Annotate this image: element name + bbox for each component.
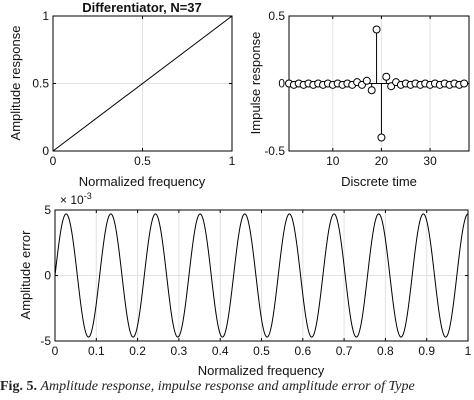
y-tick-label: 0.5 (268, 9, 285, 23)
data-series (52, 15, 233, 152)
series-line (54, 213, 469, 338)
x-tick-label: 10 (326, 154, 340, 168)
x-tick-label: 0.6 (294, 344, 311, 358)
impulse-response-panel: 10 20 30 -0.5 0 0.5 Discrete time Impulse res… (248, 9, 470, 189)
x-tick-label: 30 (423, 154, 437, 168)
y-tick-label: 0 (44, 269, 51, 283)
x-tick-label: 0.5 (134, 154, 151, 168)
y-axis-multiplier: × 10-3 (60, 191, 92, 207)
x-tick-label: 1 (465, 344, 472, 358)
data-series (54, 213, 469, 338)
y-tick-label: 0 (278, 77, 285, 91)
chart-title: Differentiator, N=37 (82, 0, 202, 15)
caption-prefix: Fig. 5. (0, 379, 37, 394)
y-tick-label: 1 (42, 9, 49, 23)
y-tick-label: -5 (40, 334, 51, 348)
x-tick-label: 0.7 (336, 344, 353, 358)
stem-marker (460, 79, 469, 88)
x-tick-label: 0.8 (377, 344, 394, 358)
x-tick-label: 0.3 (171, 344, 188, 358)
x-tick-label: 0.4 (212, 344, 229, 358)
y-tick-label: 0.5 (32, 77, 49, 91)
amplitude-error-panel: 0 0.1 0.2 0.3 0.4 0.5 0.6 0.7 0.8 0.9 1-505 Normal… (18, 191, 472, 378)
x-tick-label: 0.1 (88, 344, 105, 358)
x-tick-label: 0 (50, 154, 57, 168)
x-tick-label: 1 (229, 154, 236, 168)
y-axis-label: Amplitude response (8, 26, 23, 141)
ticks: 0 0.5 1 0 0.5 1 (32, 9, 235, 168)
ticks: 0 0.1 0.2 0.3 0.4 0.5 0.6 0.7 0.8 0.9 1-505 (40, 203, 471, 358)
stem-marker (382, 72, 391, 81)
x-axis-label: Normalized frequency (198, 363, 325, 378)
y-tick-label: 0 (42, 144, 49, 158)
y-tick-label: -0.5 (264, 144, 285, 158)
stem-marker (362, 76, 371, 85)
amplitude-response-panel: 0 0.5 1 0 0.5 1 Differentiator, N=37 Normaliz… (8, 0, 236, 189)
data-series (285, 25, 469, 142)
y-axis-label: Impulse response (248, 32, 263, 135)
stem-marker (377, 133, 386, 142)
stem-marker (372, 25, 381, 34)
x-axis-label: Normalized frequency (79, 174, 206, 189)
x-tick-label: 20 (375, 154, 389, 168)
y-tick-label: 5 (44, 203, 51, 217)
x-tick-label: 0.5 (253, 344, 270, 358)
x-axis-label: Discrete time (341, 174, 417, 189)
y-axis-label: Amplitude error (18, 230, 33, 320)
stem-marker (367, 86, 376, 95)
x-tick-label: 0.2 (129, 344, 146, 358)
x-tick-label: 0.9 (418, 344, 435, 358)
gridlines (55, 210, 468, 341)
caption-text: Amplitude response, impulse response and… (40, 379, 415, 394)
ticks: 10 20 30 -0.5 0 0.5 (264, 9, 469, 168)
x-tick-label: 0 (52, 344, 59, 358)
figure-caption: Fig. 5. Amplitude response, impulse resp… (0, 379, 474, 400)
series-line (52, 15, 233, 152)
